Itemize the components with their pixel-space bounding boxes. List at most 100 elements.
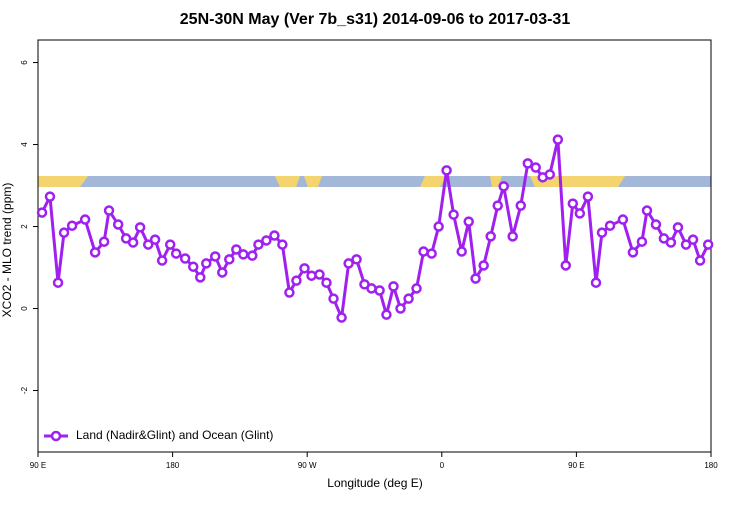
data-point: [478, 260, 489, 271]
data-point: [217, 267, 228, 278]
data-point: [195, 272, 206, 283]
data-point: [604, 220, 616, 231]
y-tick-label: 4: [20, 142, 29, 147]
data-point: [552, 134, 564, 145]
data-point: [403, 293, 414, 304]
data-point: [411, 283, 422, 294]
data-point: [687, 234, 699, 245]
data-point: [343, 258, 354, 269]
data-point: [79, 214, 91, 225]
data-point: [590, 277, 602, 288]
data-point: [470, 273, 481, 284]
data-point: [284, 287, 295, 298]
data-point: [261, 235, 272, 246]
data-point: [441, 165, 452, 176]
data-point: [58, 227, 70, 238]
data-point: [694, 255, 706, 266]
data-point: [374, 285, 385, 296]
data-point: [395, 303, 406, 314]
y-tick-label: 0: [20, 306, 29, 311]
data-point: [231, 244, 242, 255]
data-point: [596, 227, 608, 238]
data-point: [381, 309, 392, 320]
data-point: [426, 248, 437, 259]
data-point: [299, 263, 310, 274]
data-point: [498, 181, 509, 192]
data-point: [247, 250, 258, 261]
legend-marker: [50, 430, 62, 442]
data-point: [463, 216, 474, 227]
data-point: [574, 208, 586, 219]
data-point: [617, 214, 629, 225]
data-point: [582, 191, 594, 202]
data-point: [103, 205, 115, 216]
data-point: [179, 253, 191, 264]
data-point: [127, 237, 139, 248]
data-point: [52, 277, 64, 288]
data-point: [98, 236, 110, 247]
data-point: [36, 207, 48, 218]
data-point: [328, 293, 339, 304]
data-point: [156, 255, 168, 266]
land-ocean-map-strip: [38, 176, 711, 187]
data-point: [641, 205, 653, 216]
data-point: [134, 222, 146, 233]
data-point: [306, 270, 317, 281]
data-point: [187, 261, 199, 272]
data-point: [277, 239, 288, 250]
data-point: [209, 251, 221, 262]
data-point: [485, 231, 496, 242]
legend-label: Land (Nadir&Glint) and Ocean (Glint): [76, 428, 273, 442]
data-point: [149, 234, 161, 245]
y-tick-label: -2: [20, 386, 29, 394]
chart-title: 25N-30N May (Ver 7b_s31) 2014-09-06 to 2…: [180, 11, 571, 28]
x-tick-label: 180: [704, 461, 718, 470]
data-point: [507, 231, 518, 242]
data-point: [456, 246, 467, 257]
data-point: [291, 275, 302, 286]
data-point: [544, 169, 556, 180]
x-tick-label: 90 E: [30, 461, 46, 470]
data-point: [680, 239, 692, 250]
data-point: [530, 162, 541, 173]
data-point: [321, 277, 332, 288]
x-tick-label: 180: [166, 461, 180, 470]
data-point: [702, 239, 714, 250]
data-point: [636, 236, 648, 247]
data-point: [66, 220, 78, 231]
data-point: [201, 258, 212, 269]
data-point: [44, 191, 56, 202]
data-point: [560, 260, 572, 271]
data-point: [351, 254, 362, 265]
data-point: [567, 198, 579, 209]
data-point: [112, 219, 124, 230]
y-tick-label: 2: [20, 224, 29, 229]
data-point: [142, 239, 154, 250]
data-point: [89, 247, 101, 258]
data-point: [672, 222, 684, 233]
data-point: [418, 246, 429, 257]
data-point: [170, 248, 182, 259]
data-point: [448, 209, 459, 220]
data-point: [164, 239, 176, 250]
data-point: [388, 281, 399, 292]
data-point: [627, 247, 639, 258]
y-tick-label: 6: [20, 60, 29, 65]
data-point: [515, 200, 527, 211]
x-axis-label: Longitude (deg E): [327, 476, 422, 490]
data-point: [492, 200, 503, 211]
data-point: [314, 269, 325, 280]
data-point: [366, 283, 377, 294]
data-point: [650, 219, 662, 230]
plot-frame: [37, 39, 712, 453]
x-tick-label: 90 W: [298, 461, 317, 470]
data-point: [433, 221, 444, 232]
data-point: [269, 230, 280, 241]
x-tick-label: 90 E: [568, 461, 584, 470]
data-point: [224, 254, 235, 265]
y-axis-label: XCO2 - MLO trend (ppm): [0, 183, 14, 318]
x-tick-label: 0: [440, 461, 445, 470]
data-point: [665, 237, 677, 248]
data-point: [336, 312, 347, 323]
